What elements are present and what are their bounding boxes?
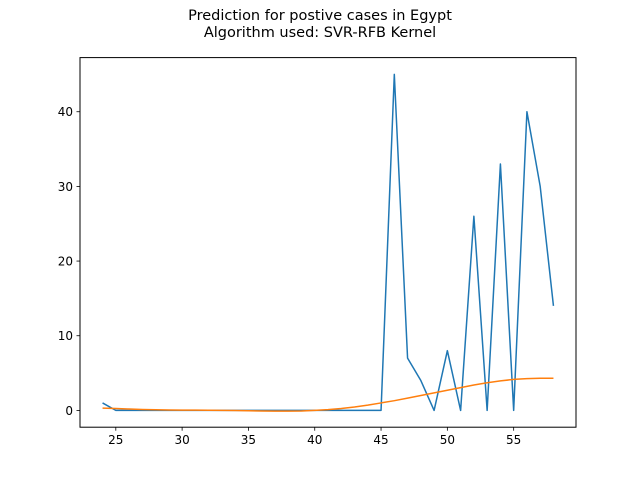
x-tick-label: 30: [174, 433, 189, 447]
x-tick-label: 55: [506, 433, 521, 447]
chart-title-line-2: Algorithm used: SVR-RFB Kernel: [203, 25, 437, 41]
x-tick-label: 40: [307, 433, 322, 447]
x-tick-label: 35: [241, 433, 256, 447]
chart-title-line-1: Prediction for postive cases in Egypt: [188, 8, 452, 24]
axes-frame: [79, 57, 577, 428]
y-tick-label: 20: [58, 255, 73, 269]
x-tick-label: 50: [440, 433, 455, 447]
x-tick-label: 25: [108, 433, 123, 447]
series-line-2: [102, 377, 554, 412]
x-tick-label: 45: [373, 433, 388, 447]
y-tick-label: 40: [58, 105, 73, 119]
y-axis-ticks: 0 10 20 30 40: [58, 105, 80, 418]
y-tick-label: 10: [58, 329, 73, 343]
plot-layer: [102, 73, 555, 412]
x-axis-ticks: 25 30 35 40 45 50 55: [108, 427, 521, 447]
series-line-1: [102, 73, 555, 412]
y-tick-label: 30: [58, 180, 73, 194]
y-tick-label: 0: [65, 404, 73, 418]
